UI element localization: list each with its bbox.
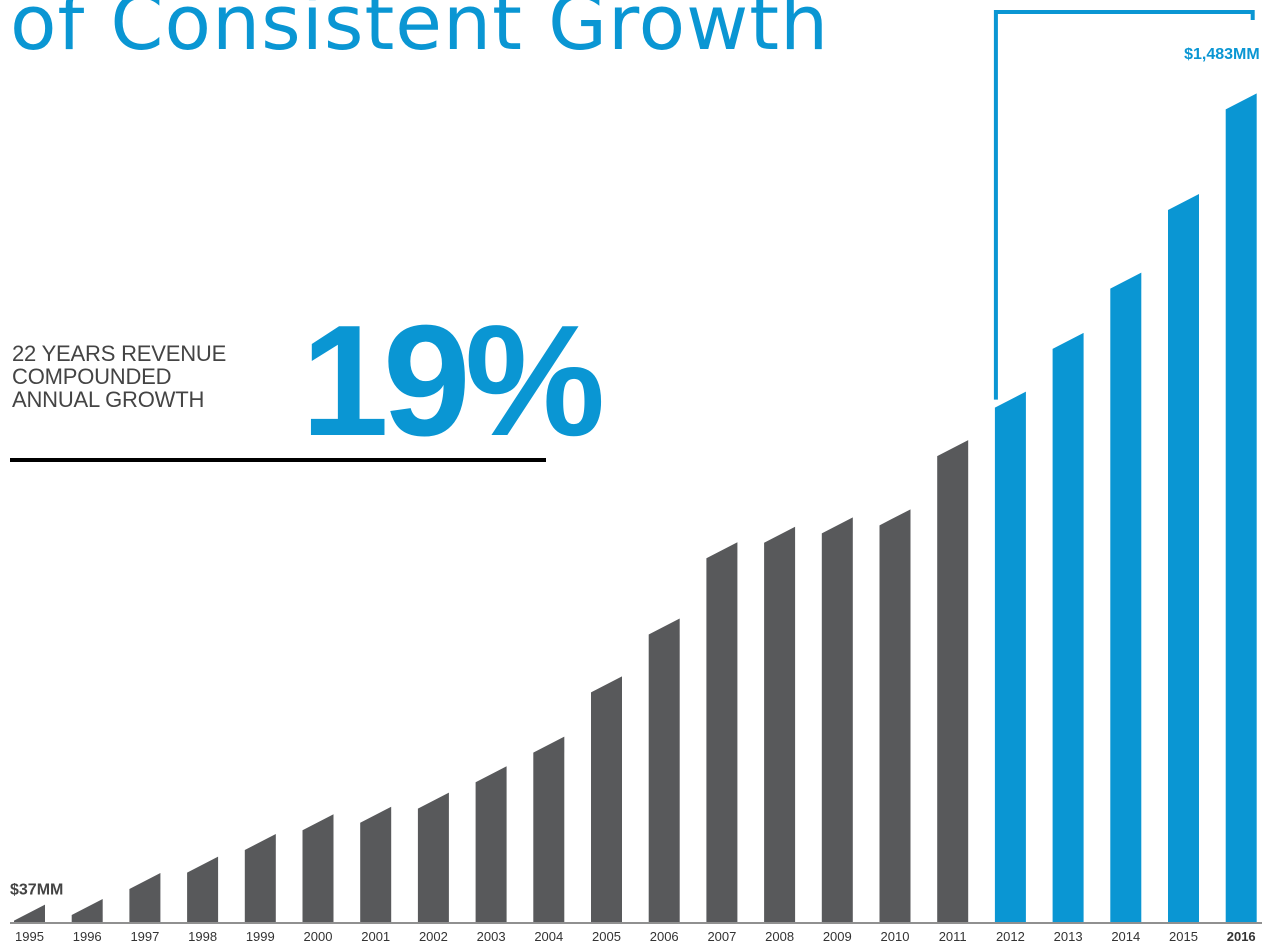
cagr-caption-line-2: COMPOUNDED bbox=[12, 364, 172, 389]
bar-2015 bbox=[1168, 194, 1199, 923]
x-tick-1998: 1998 bbox=[188, 929, 217, 944]
bar-2008 bbox=[764, 526, 796, 922]
cagr-divider bbox=[10, 458, 546, 462]
data-label-2016: $1,483MM bbox=[1184, 46, 1260, 63]
bar-1999 bbox=[244, 834, 276, 922]
cagr-caption-line-1: 22 YEARS REVENUE bbox=[12, 341, 227, 366]
bar-2006 bbox=[648, 618, 680, 922]
cagr-caption: 22 YEARS REVENUE COMPOUNDED ANNUAL GROWT… bbox=[12, 342, 226, 411]
x-tick-2002: 2002 bbox=[419, 929, 448, 944]
x-tick-2009: 2009 bbox=[823, 929, 852, 944]
bar-2001 bbox=[360, 806, 392, 922]
bar-2000 bbox=[302, 814, 334, 922]
bar-2012 bbox=[994, 391, 1026, 922]
bar-2010 bbox=[879, 509, 911, 922]
bar-2007 bbox=[706, 542, 738, 922]
bar-1996 bbox=[71, 898, 103, 922]
bar-2016 bbox=[1225, 93, 1257, 922]
x-tick-2001: 2001 bbox=[361, 929, 390, 944]
chart-title: of Consistent Growth bbox=[10, 0, 830, 67]
x-tick-1995: 1995 bbox=[15, 929, 44, 944]
x-tick-2013: 2013 bbox=[1054, 929, 1083, 944]
cagr-caption-line-3: ANNUAL GROWTH bbox=[12, 387, 205, 412]
x-tick-1997: 1997 bbox=[130, 929, 159, 944]
bar-2005 bbox=[591, 676, 622, 922]
bar-2013 bbox=[1052, 332, 1084, 922]
bar-2003 bbox=[475, 766, 507, 922]
x-tick-2012: 2012 bbox=[996, 929, 1025, 944]
x-tick-2008: 2008 bbox=[765, 929, 794, 944]
x-tick-2003: 2003 bbox=[477, 929, 506, 944]
x-tick-2006: 2006 bbox=[650, 929, 679, 944]
cagr-value: 19% bbox=[301, 293, 605, 469]
x-tick-2011: 2011 bbox=[939, 929, 967, 944]
data-label-1995: $37MM bbox=[10, 882, 63, 899]
x-tick-2010: 2010 bbox=[881, 929, 910, 944]
x-tick-2014: 2014 bbox=[1111, 929, 1140, 944]
bar-1998 bbox=[187, 856, 219, 922]
x-tick-2000: 2000 bbox=[304, 929, 333, 944]
bar-2011 bbox=[937, 440, 969, 922]
x-tick-2007: 2007 bbox=[707, 929, 736, 944]
x-tick-2005: 2005 bbox=[592, 929, 621, 944]
bar-1997 bbox=[129, 873, 161, 922]
x-tick-2016: 2016 bbox=[1227, 929, 1256, 944]
bar-2014 bbox=[1110, 272, 1142, 923]
x-tick-2015: 2015 bbox=[1169, 929, 1198, 944]
x-tick-1996: 1996 bbox=[73, 929, 102, 944]
highlight-bracket bbox=[993, 10, 1255, 400]
bar-1995 bbox=[14, 904, 45, 922]
bar-2004 bbox=[533, 736, 565, 922]
bar-2009 bbox=[821, 517, 853, 922]
x-tick-2004: 2004 bbox=[534, 929, 563, 944]
bar-2002 bbox=[417, 792, 449, 922]
x-tick-1999: 1999 bbox=[246, 929, 275, 944]
